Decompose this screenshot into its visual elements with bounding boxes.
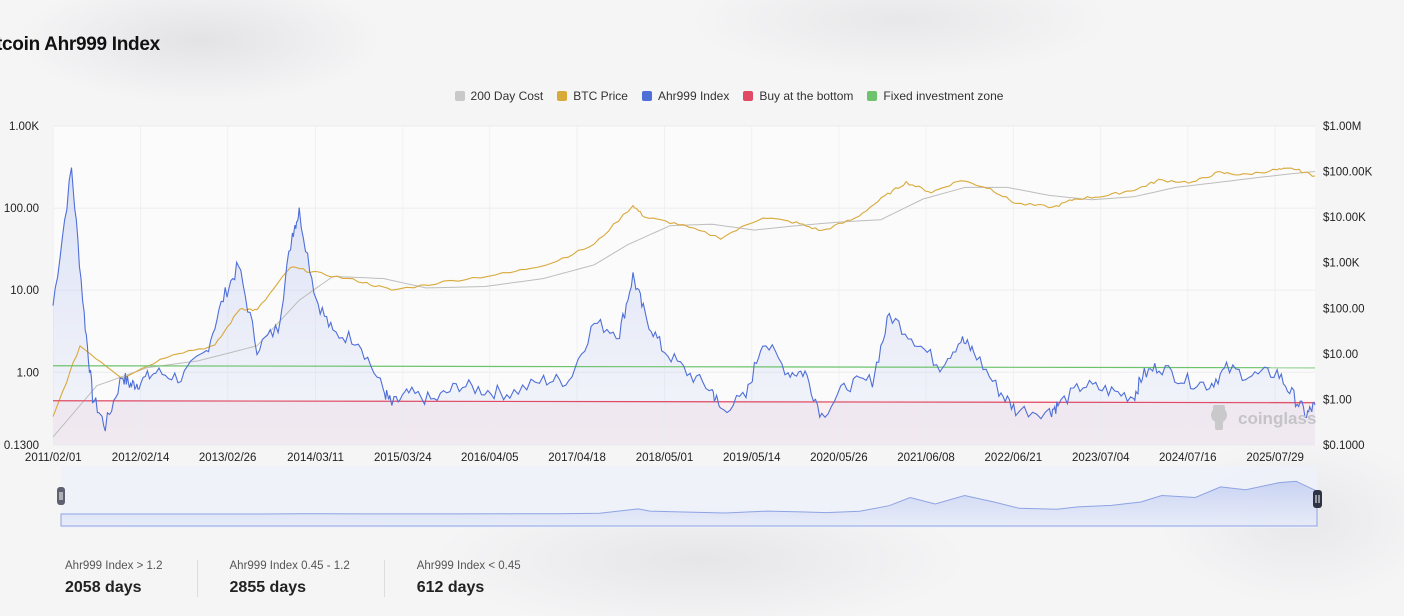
legend-item-btc-price[interactable]: BTC Price xyxy=(557,89,628,103)
buy-at-bottom-line xyxy=(52,400,1316,404)
x-tick-label: 2019/05/14 xyxy=(723,452,781,464)
x-tick-label: 2021/06/08 xyxy=(897,452,955,464)
page-title: tcoin Ahr999 Index xyxy=(0,34,160,55)
stat-above-1-2: Ahr999 Index > 1.2 2058 days xyxy=(65,560,197,597)
stat-value: 2855 days xyxy=(229,579,307,596)
stat-label: Ahr999 Index 0.45 - 1.2 xyxy=(229,560,350,572)
navigator-area xyxy=(60,480,1318,527)
x-tick-label: 2016/04/05 xyxy=(461,452,519,464)
x-tick-label: 2017/04/18 xyxy=(548,452,606,464)
ahr999-chart: 1.00K 100.00 10.00 1.00 0.1300 $1.00M $100.00… xyxy=(4,121,1373,528)
y-right-tick-label: $1.00 xyxy=(1323,394,1352,406)
legend-item-200-day-cost[interactable]: 200 Day Cost xyxy=(454,89,544,103)
watermark: coinglass xyxy=(1211,405,1316,430)
chart-legend: 200 Day Cost BTC Price Ahr999 Index Buy … xyxy=(0,89,1404,103)
x-tick-label: 2020/05/26 xyxy=(810,452,868,464)
legend-label: Buy at the bottom xyxy=(759,89,854,103)
legend-label: BTC Price xyxy=(573,89,628,103)
x-tick-label: 2012/02/14 xyxy=(112,452,170,464)
x-tick-label: 2025/07/29 xyxy=(1246,452,1304,464)
legend-item-fixed-investment-zone[interactable]: Fixed investment zone xyxy=(867,89,1003,103)
stat-value: 612 days xyxy=(416,579,485,596)
y-right-tick-label: $0.1000 xyxy=(1323,440,1365,452)
ahr999-area xyxy=(53,167,1315,445)
coinglass-logo-icon xyxy=(1211,405,1227,430)
y-left-tick-label: 1.00K xyxy=(9,121,39,133)
y-left-tick-label: 0.1300 xyxy=(4,440,39,452)
legend-label: 200 Day Cost xyxy=(470,89,544,103)
y-left-tick-label: 10.00 xyxy=(10,285,39,297)
navigator-handle-right[interactable] xyxy=(1313,490,1322,508)
legend-label: Ahr999 Index xyxy=(657,89,730,103)
x-tick-label: 2022/06/21 xyxy=(985,452,1043,464)
y-right-tick-label: $100.00 xyxy=(1323,303,1365,315)
stat-below-0-45: Ahr999 Index < 0.45 612 days xyxy=(383,560,555,597)
legend-swatch xyxy=(743,91,754,101)
y-right-tick-label: $100.00K xyxy=(1323,167,1373,179)
stat-label: Ahr999 Index < 0.45 xyxy=(416,560,521,572)
watermark-text: coinglass xyxy=(1238,409,1316,428)
y-left-tick-label: 1.00 xyxy=(17,367,39,379)
x-tick-label: 2018/05/01 xyxy=(636,452,694,464)
legend-label: Fixed investment zone xyxy=(883,89,1004,103)
x-tick-label: 2014/03/11 xyxy=(287,452,344,464)
btc-price-line xyxy=(52,167,1316,417)
stat-label: Ahr999 Index > 1.2 xyxy=(65,560,163,572)
x-tick-label: 2015/03/24 xyxy=(374,452,432,464)
ahr999-index-line xyxy=(52,167,1316,432)
legend-item-ahr999-index[interactable]: Ahr999 Index xyxy=(641,89,730,103)
navigator-handle-left[interactable] xyxy=(57,487,65,505)
x-tick-label: 2011/02/01 xyxy=(25,452,82,464)
legend-swatch xyxy=(641,91,652,101)
legend-swatch xyxy=(557,91,568,101)
stat-between: Ahr999 Index 0.45 - 1.2 2855 days xyxy=(196,560,384,597)
stats-bar: Ahr999 Index > 1.2 2058 days Ahr999 Inde… xyxy=(65,560,555,597)
stat-value: 2058 days xyxy=(65,579,142,596)
x-tick-label: 2013/02/26 xyxy=(199,452,257,464)
legend-swatch xyxy=(454,91,465,101)
legend-swatch xyxy=(867,91,878,101)
200-day-cost-line xyxy=(52,171,1316,438)
y-right-tick-label: $1.00M xyxy=(1323,121,1361,133)
y-left-tick-label: 100.00 xyxy=(4,203,39,215)
legend-item-buy-at-bottom[interactable]: Buy at the bottom xyxy=(743,89,853,103)
x-tick-label: 2023/07/04 xyxy=(1072,452,1130,464)
y-right-tick-label: $1.00K xyxy=(1323,258,1360,270)
y-right-tick-label: $10.00 xyxy=(1323,349,1358,361)
x-tick-label: 2024/07/16 xyxy=(1159,452,1217,464)
y-right-tick-label: $10.00K xyxy=(1323,212,1366,224)
